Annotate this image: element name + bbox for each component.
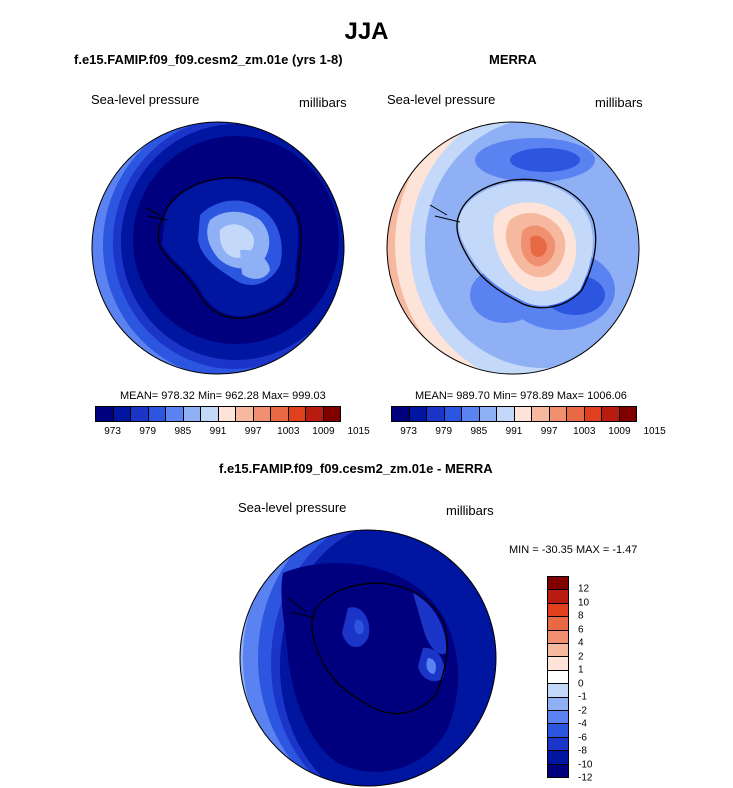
diff-colorbar-tick-label: 6: [578, 624, 584, 636]
model-colorbar: [95, 406, 341, 422]
diff-map: [239, 529, 497, 787]
diff-colorbar-tick-label: 2: [578, 651, 584, 663]
obs-colorbar-tick-label: 991: [505, 426, 523, 437]
diff-colorbar-tick-label: -10: [578, 759, 593, 771]
obs-colorbar-tick-label: 1015: [643, 426, 666, 437]
diff-colorbar-swatch: [548, 630, 568, 645]
obs-colorbar-swatch: [462, 407, 480, 421]
obs-variable-label: Sea-level pressure: [387, 92, 496, 107]
obs-colorbar-swatch: [567, 407, 585, 421]
model-colorbar-swatch: [236, 407, 254, 421]
model-colorbar-swatch: [323, 407, 340, 421]
obs-colorbar: [391, 406, 637, 422]
diff-colorbar-swatch: [548, 724, 568, 738]
obs-colorbar-tick-label: 985: [470, 426, 488, 437]
diff-colorbar-tick-label: -6: [578, 732, 587, 744]
obs-colorbar-swatch: [549, 407, 567, 421]
diff-colorbar-tick-label: -12: [578, 772, 593, 784]
obs-map: [386, 121, 640, 375]
model-colorbar-tick-label: 1015: [347, 426, 370, 437]
obs-colorbar-swatch: [584, 407, 602, 421]
model-colorbar-swatch: [271, 407, 289, 421]
model-colorbar-swatch: [288, 407, 306, 421]
obs-colorbar-swatch: [532, 407, 550, 421]
diff-colorbar: [547, 576, 569, 778]
diff-colorbar-tick-label: 1: [578, 664, 584, 676]
model-colorbar-tick-label: 1009: [312, 426, 335, 437]
obs-colorbar-tick-label: 1003: [573, 426, 596, 437]
model-colorbar-tick-label: 1003: [277, 426, 300, 437]
obs-colorbar-swatch: [497, 407, 515, 421]
model-panel-title: f.e15.FAMIP.f09_f09.cesm2_zm.01e (yrs 1-…: [74, 52, 343, 67]
obs-colorbar-swatch: [427, 407, 445, 421]
diff-colorbar-swatch: [548, 737, 568, 752]
diff-stats: MIN = -30.35 MAX = -1.47: [509, 544, 638, 556]
diff-colorbar-swatch: [548, 751, 568, 765]
diff-colorbar-swatch: [548, 644, 568, 658]
diff-colorbar-tick-label: -2: [578, 705, 587, 717]
obs-colorbar-swatch: [444, 407, 462, 421]
model-colorbar-tick-label: 985: [174, 426, 192, 437]
diff-colorbar-tick-label: 12: [578, 583, 590, 595]
model-map: [91, 121, 345, 375]
diff-colorbar-swatch: [548, 670, 568, 685]
model-colorbar-tick-label: 997: [244, 426, 262, 437]
model-colorbar-swatch: [218, 407, 236, 421]
diff-colorbar-swatch: [548, 697, 568, 712]
figure-title: JJA: [344, 18, 389, 45]
diff-panel-title: f.e15.FAMIP.f09_f09.cesm2_zm.01e - MERRA: [219, 461, 493, 476]
model-colorbar-swatch: [183, 407, 201, 421]
diff-colorbar-tick-label: -8: [578, 745, 587, 757]
obs-colorbar-tick-label: 997: [540, 426, 558, 437]
model-colorbar-tick-label: 979: [139, 426, 157, 437]
obs-panel-title: MERRA: [489, 52, 537, 67]
diff-colorbar-swatch: [548, 684, 568, 698]
diff-colorbar-tick-label: 4: [578, 637, 584, 649]
diff-colorbar-tick-label: 0: [578, 678, 584, 690]
diff-colorbar-tick-label: 10: [578, 597, 590, 609]
diff-colorbar-swatch: [548, 617, 568, 631]
model-colorbar-swatch: [306, 407, 324, 421]
obs-colorbar-swatch: [514, 407, 532, 421]
diff-colorbar-swatch: [548, 590, 568, 604]
diff-variable-label: Sea-level pressure: [238, 500, 347, 515]
model-stats: MEAN= 978.32 Min= 962.28 Max= 999.03: [120, 390, 326, 402]
obs-colorbar-tick-label: 1009: [608, 426, 631, 437]
diff-colorbar-tick-label: -4: [578, 718, 587, 730]
obs-colorbar-tick-label: 979: [435, 426, 453, 437]
model-colorbar-swatch: [201, 407, 219, 421]
obs-colorbar-swatch: [479, 407, 497, 421]
model-colorbar-swatch: [96, 407, 114, 421]
model-colorbar-tick-label: 973: [104, 426, 121, 437]
diff-colorbar-tick-label: 8: [578, 610, 584, 622]
obs-colorbar-swatch: [392, 407, 410, 421]
model-colorbar-swatch: [148, 407, 166, 421]
obs-stats: MEAN= 989.70 Min= 978.89 Max= 1006.06: [415, 390, 627, 402]
model-colorbar-swatch: [131, 407, 149, 421]
obs-colorbar-swatch: [409, 407, 427, 421]
model-units-label: millibars: [299, 95, 347, 110]
obs-colorbar-swatch: [619, 407, 636, 421]
diff-colorbar-tick-label: -1: [578, 691, 587, 703]
diff-colorbar-swatch: [548, 764, 568, 778]
diff-colorbar-swatch: [548, 657, 568, 671]
model-colorbar-tick-label: 991: [209, 426, 227, 437]
obs-colorbar-tick-label: 973: [400, 426, 417, 437]
model-colorbar-swatch: [113, 407, 131, 421]
diff-colorbar-swatch: [548, 711, 568, 725]
diff-units-label: millibars: [446, 503, 494, 518]
model-colorbar-swatch: [166, 407, 184, 421]
diff-colorbar-swatch: [548, 577, 568, 591]
obs-units-label: millibars: [595, 95, 643, 110]
diff-colorbar-swatch: [548, 603, 568, 618]
model-colorbar-swatch: [253, 407, 271, 421]
obs-colorbar-swatch: [602, 407, 620, 421]
model-variable-label: Sea-level pressure: [91, 92, 200, 107]
